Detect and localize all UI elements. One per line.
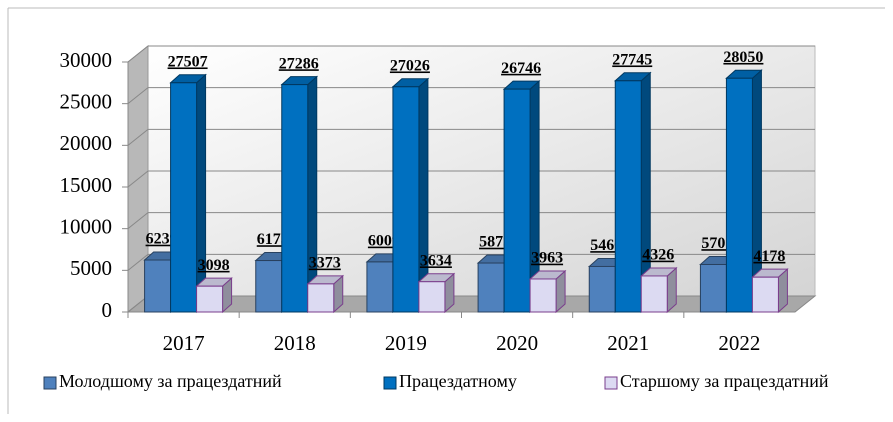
legend-label: Працездатному xyxy=(399,371,517,391)
value-label: 27026 xyxy=(390,57,430,74)
bar xyxy=(418,281,446,313)
y-tick-label: 30000 xyxy=(60,48,113,72)
legend-label: Старшому за працездатний xyxy=(620,371,829,391)
grid-line-side xyxy=(127,128,149,146)
grid-line-side xyxy=(127,170,149,188)
legend-swatch xyxy=(604,376,618,390)
y-tick-label: 25000 xyxy=(60,89,113,113)
value-label: 3098 xyxy=(198,257,230,274)
bar xyxy=(255,260,283,313)
x-tick-label: 2020 xyxy=(496,331,538,355)
x-tick-label: 2021 xyxy=(607,331,649,355)
bar xyxy=(281,84,309,313)
value-label: 3963 xyxy=(531,250,563,267)
value-label: 3373 xyxy=(309,255,341,272)
bar xyxy=(640,275,668,313)
value-label: 27507 xyxy=(168,53,208,70)
bar xyxy=(196,285,224,313)
bar xyxy=(588,265,616,313)
value-label: 4178 xyxy=(753,248,785,265)
grid-line-side xyxy=(127,253,149,271)
bar xyxy=(614,80,642,313)
y-tick-label: 15000 xyxy=(60,173,113,197)
bar xyxy=(170,82,198,313)
bar xyxy=(366,261,394,313)
y-tick-label: 0 xyxy=(102,298,113,322)
y-tick-label: 10000 xyxy=(60,214,113,238)
value-label: 5466 xyxy=(590,237,622,254)
grid-line-side xyxy=(127,212,149,230)
value-label: 27286 xyxy=(279,55,319,72)
bar xyxy=(751,276,779,313)
bar xyxy=(307,283,335,313)
value-label: 4326 xyxy=(642,247,674,264)
bar xyxy=(392,86,420,313)
bar-side xyxy=(196,73,207,314)
value-label: 6173 xyxy=(257,231,289,248)
value-label: 5701 xyxy=(701,235,733,252)
bar xyxy=(529,278,557,313)
x-tick-label: 2019 xyxy=(385,331,427,355)
bar xyxy=(725,77,753,313)
grid-line-side xyxy=(127,45,149,63)
bar xyxy=(144,259,172,313)
legend-swatch xyxy=(43,376,57,390)
value-label: 27745 xyxy=(612,51,652,68)
bar xyxy=(699,263,727,313)
grid-line-side xyxy=(127,87,149,105)
value-label: 26746 xyxy=(501,60,541,77)
x-tick-label: 2017 xyxy=(163,331,205,355)
legend-label: Молодшому за працездатний xyxy=(59,371,282,391)
bar xyxy=(477,262,505,313)
bar xyxy=(503,88,531,313)
value-label: 6239 xyxy=(146,231,178,248)
legend-swatch xyxy=(383,376,397,390)
x-tick-label: 2022 xyxy=(718,331,760,355)
value-label: 28050 xyxy=(723,49,763,66)
y-tick-label: 20000 xyxy=(60,131,113,155)
value-label: 3634 xyxy=(420,252,452,269)
x-tick-label: 2018 xyxy=(274,331,316,355)
value-label: 5875 xyxy=(479,234,511,251)
value-label: 6009 xyxy=(368,233,400,250)
y-tick-label: 5000 xyxy=(70,256,112,280)
